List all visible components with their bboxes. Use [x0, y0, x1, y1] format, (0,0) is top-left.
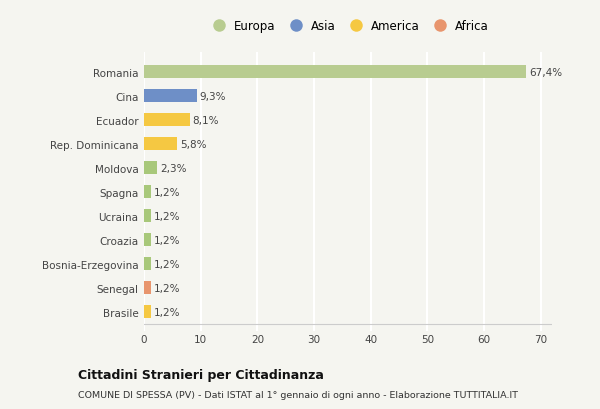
Legend: Europa, Asia, America, Africa: Europa, Asia, America, Africa — [205, 17, 491, 35]
Bar — [144, 90, 197, 103]
Text: 8,1%: 8,1% — [193, 115, 219, 125]
Text: 5,8%: 5,8% — [180, 139, 206, 149]
Text: 1,2%: 1,2% — [154, 259, 180, 269]
Text: 1,2%: 1,2% — [154, 307, 180, 317]
Bar — [144, 234, 151, 247]
Bar — [144, 114, 190, 127]
Text: 1,2%: 1,2% — [154, 235, 180, 245]
Text: COMUNE DI SPESSA (PV) - Dati ISTAT al 1° gennaio di ogni anno - Elaborazione TUT: COMUNE DI SPESSA (PV) - Dati ISTAT al 1°… — [78, 390, 518, 399]
Text: 67,4%: 67,4% — [529, 67, 562, 77]
Bar — [144, 66, 526, 79]
Bar — [144, 162, 157, 175]
Bar — [144, 258, 151, 271]
Text: 1,2%: 1,2% — [154, 187, 180, 197]
Text: Cittadini Stranieri per Cittadinanza: Cittadini Stranieri per Cittadinanza — [78, 369, 324, 381]
Bar — [144, 209, 151, 223]
Bar — [144, 281, 151, 294]
Text: 1,2%: 1,2% — [154, 211, 180, 221]
Text: 1,2%: 1,2% — [154, 283, 180, 293]
Bar — [144, 306, 151, 319]
Bar — [144, 138, 177, 151]
Bar — [144, 186, 151, 199]
Text: 2,3%: 2,3% — [160, 163, 187, 173]
Text: 9,3%: 9,3% — [200, 91, 226, 101]
